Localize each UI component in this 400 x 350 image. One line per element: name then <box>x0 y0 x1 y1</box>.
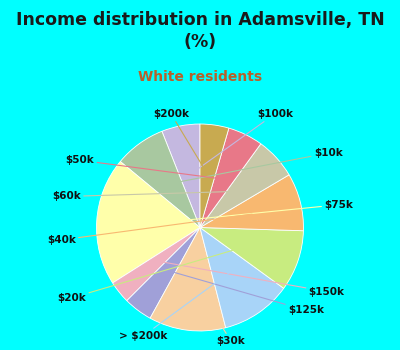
Wedge shape <box>200 144 289 228</box>
Text: $50k: $50k <box>66 155 224 179</box>
Text: $125k: $125k <box>168 271 324 315</box>
Wedge shape <box>162 124 200 228</box>
Text: Income distribution in Adamsville, TN
(%): Income distribution in Adamsville, TN (%… <box>16 10 384 51</box>
Wedge shape <box>200 124 229 228</box>
Text: $10k: $10k <box>168 148 342 184</box>
Wedge shape <box>113 228 200 301</box>
Wedge shape <box>127 228 200 318</box>
Text: $40k: $40k <box>47 214 252 245</box>
Wedge shape <box>200 228 304 288</box>
Text: $60k: $60k <box>52 191 240 202</box>
Text: $20k: $20k <box>58 245 251 303</box>
Wedge shape <box>96 162 200 283</box>
Wedge shape <box>120 131 200 228</box>
Wedge shape <box>150 228 226 331</box>
Wedge shape <box>200 175 304 231</box>
Text: $150k: $150k <box>158 261 345 297</box>
Text: $200k: $200k <box>153 109 208 174</box>
Text: White residents: White residents <box>138 70 262 84</box>
Text: $30k: $30k <box>193 281 246 346</box>
Text: $100k: $100k <box>190 109 293 175</box>
Wedge shape <box>200 128 261 228</box>
Text: > $200k: > $200k <box>119 272 230 341</box>
Wedge shape <box>200 228 284 328</box>
Text: $75k: $75k <box>146 200 353 224</box>
